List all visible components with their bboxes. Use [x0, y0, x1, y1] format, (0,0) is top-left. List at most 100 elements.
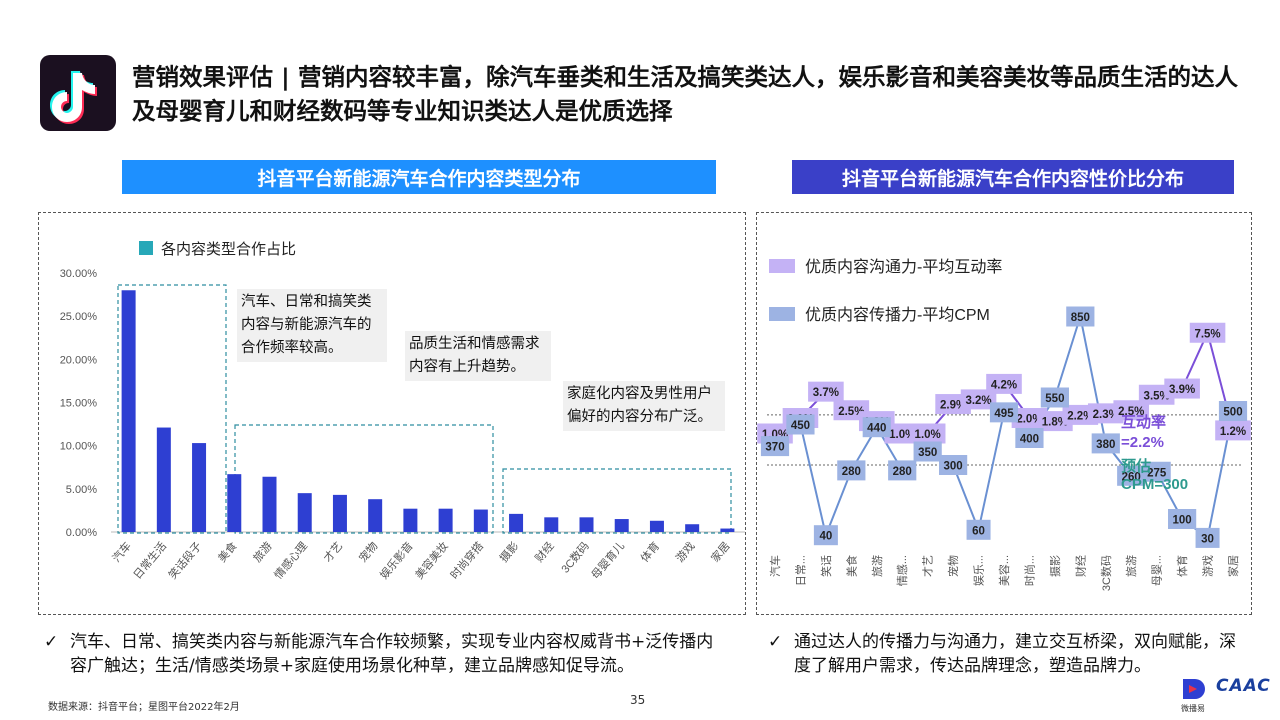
x-tick-label: 时尚穿搭	[447, 539, 486, 582]
rate-data-label: 2.3%	[1093, 409, 1119, 421]
cpm-label-box	[760, 436, 790, 457]
x-tick-label: 美食	[215, 539, 240, 565]
x-tick-label: 旅游	[250, 539, 275, 565]
content-type-panel: 各内容类型合作占比 0.00% 5.00% 10.00% 15.00% 20.00% 25.…	[38, 212, 746, 615]
cpm-label-box	[1066, 306, 1095, 327]
cpm-label-box	[837, 460, 866, 481]
x-tick-label: 母婴...	[1151, 555, 1164, 586]
weiboyi-logo-text: 微播易	[1181, 704, 1205, 713]
rate-label-box	[1113, 400, 1150, 421]
right-section-header: 抖音平台新能源汽车合作内容性价比分布	[792, 160, 1234, 194]
cpm-data-label: 495	[994, 408, 1014, 420]
douyin-logo	[40, 55, 116, 131]
x-tick-label: 时尚...	[1022, 555, 1036, 586]
y-tick-label: 15.00%	[60, 398, 98, 410]
bar	[227, 474, 242, 532]
rate-data-label: 2.5%	[838, 406, 864, 418]
cpm-data-label: 550	[1045, 393, 1064, 405]
left-conclusion: ✓ 汽车、日常、搞笑类内容与新能源汽车合作较频繁，实现专业内容权威背书+泛传播内…	[44, 630, 724, 678]
cpm-data-label: 850	[1071, 312, 1090, 324]
cpm-data-label: 280	[893, 466, 912, 478]
cpm-label-box	[786, 414, 815, 435]
cpm-data-label: 260	[1122, 471, 1141, 483]
rate-data-label: 2.2%	[1067, 410, 1093, 422]
cpm-label-box	[966, 519, 991, 540]
check-icon: ✓	[44, 632, 59, 652]
x-tick-label: 日常...	[794, 555, 807, 586]
rate-label-box	[808, 381, 844, 402]
x-tick-label: 才艺	[320, 539, 345, 565]
x-tick-label: 日常生活	[130, 539, 169, 582]
x-tick-label: 宠物	[356, 539, 381, 565]
x-tick-label: 美食	[844, 555, 858, 577]
y-tick-label: 10.00%	[60, 441, 98, 453]
legend-label-rate: 优质内容沟通力-平均互动率	[805, 258, 1002, 276]
rate-data-label: 1.0%	[889, 429, 915, 441]
note-quality-life: 品质生活和情感需求内容有上升趋势。	[405, 331, 551, 381]
bar	[579, 517, 594, 532]
y-tick-label: 25.00%	[60, 311, 98, 323]
rate-label-box	[909, 423, 946, 444]
cpm-data-label: 440	[867, 423, 886, 435]
cpm-label-box	[1015, 428, 1044, 448]
cpm-data-label: 300	[944, 461, 963, 473]
cpm-data-label: 275	[1147, 467, 1167, 479]
x-tick-label: 母婴育儿	[588, 539, 627, 582]
x-tick-label: 旅游	[1124, 555, 1138, 577]
y-tick-label: 0.00%	[66, 527, 97, 539]
legend-label: 各内容类型合作占比	[161, 241, 296, 258]
bar	[403, 508, 418, 532]
rate-label-box	[986, 373, 1022, 394]
x-tick-label: 游戏	[673, 540, 697, 565]
cpm-label-box	[813, 525, 838, 546]
x-tick-label: 摄影	[496, 539, 521, 565]
bar	[121, 290, 136, 532]
cpm-data-label: 450	[791, 420, 810, 432]
y-tick-label: 20.00%	[60, 354, 98, 366]
bar	[438, 508, 453, 532]
rate-label-box	[1164, 378, 1200, 399]
rate-label-box	[1189, 322, 1226, 343]
bar	[473, 509, 488, 532]
cpm-label-box	[989, 402, 1019, 423]
avg-cpm-annotation-line1: 预估	[1121, 457, 1151, 475]
x-tick-label: 娱乐...	[972, 555, 986, 586]
x-tick-label: 美容...	[997, 555, 1011, 586]
legend-swatch-cpm	[769, 307, 795, 321]
x-tick-label: 娱乐影音	[377, 539, 416, 582]
bar	[262, 476, 277, 532]
bar	[649, 520, 664, 532]
cpm-label-box	[1091, 433, 1120, 454]
bar	[685, 524, 700, 532]
cpm-data-label: 280	[842, 466, 861, 478]
rate-data-label: 2.9%	[940, 400, 966, 412]
cpm-data-label: 370	[765, 442, 784, 454]
rate-label-box	[1215, 420, 1251, 441]
rate-data-label: 3.7%	[813, 387, 839, 399]
content-type-bar-chart: 各内容类型合作占比 0.00% 5.00% 10.00% 15.00% 20.00% 25.…	[60, 241, 745, 582]
x-tick-label: 财经	[532, 539, 557, 565]
cpm-data-label: 350	[918, 447, 937, 459]
x-tick-label: 游戏	[1202, 555, 1215, 577]
legend-label-cpm: 优质内容传播力-平均CPM	[805, 306, 990, 324]
right-conclusion: ✓ 通过达人的传播力与沟通力，建立交互桥梁，双向赋能，深度了解用户需求，传达品牌…	[768, 630, 1240, 678]
left-conclusion-text: 汽车、日常、搞笑类内容与新能源汽车合作较频繁，实现专业内容权威背书+泛传播内容广…	[70, 632, 714, 676]
cpm-label-box	[939, 455, 968, 475]
x-tick-label: 家居	[708, 539, 733, 565]
highlight-box-life	[234, 424, 494, 534]
avg-rate-annotation-line2: =2.2%	[1121, 434, 1164, 451]
cpm-label-box	[913, 441, 942, 462]
bar	[368, 499, 383, 532]
rate-data-label: 7.5%	[1194, 328, 1220, 340]
rate-data-label: 3.9%	[1169, 384, 1195, 396]
rate-data-label: 1.8%	[1042, 417, 1068, 429]
x-tick-label: 才艺	[921, 555, 935, 577]
bar	[192, 443, 207, 532]
left-section-header: 抖音平台新能源汽车合作内容类型分布	[122, 160, 716, 194]
rate-data-label: 4.2%	[991, 379, 1017, 391]
x-tick-label: 美容美妆	[412, 539, 451, 582]
right-conclusion-text: 通过达人的传播力与沟通力，建立交互桥梁，双向赋能，深度了解用户需求，传达品牌理念…	[794, 632, 1236, 676]
bar	[156, 427, 171, 532]
